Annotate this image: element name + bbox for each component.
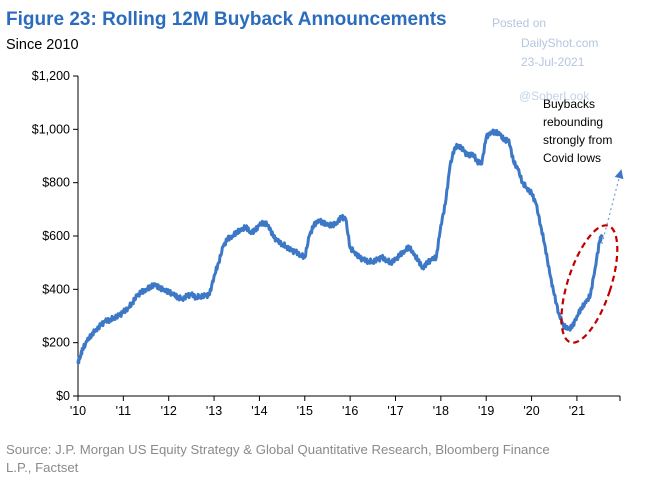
x-tick-label: '12 xyxy=(161,404,177,418)
y-tick-label: $1,200 xyxy=(32,69,70,83)
callout-line-4: Covid lows xyxy=(543,151,601,165)
watermark-handle: @SoberLook xyxy=(519,89,590,103)
y-tick-label: $400 xyxy=(42,282,70,296)
x-tick-label: '21 xyxy=(569,404,585,418)
callout-line-3: strongly from xyxy=(543,133,612,147)
y-ticks: $0 $200 $400 $600 $800 $1,000 $1,200 xyxy=(32,69,78,403)
chart-title: Figure 23: Rolling 12M Buyback Announcem… xyxy=(6,9,447,30)
x-tick-label: '10 xyxy=(70,404,86,418)
y-tick-label: $1,000 xyxy=(32,122,70,136)
x-tick-label: '14 xyxy=(251,404,267,418)
y-tick-label: $0 xyxy=(56,389,70,403)
x-ticks: '10 '11 '12 '13 '14 '15 '16 '17 '18 '19 '20 '21 xyxy=(70,396,621,418)
y-tick-label: $800 xyxy=(42,176,70,190)
y-tick-label: $600 xyxy=(42,229,70,243)
x-tick-label: '13 xyxy=(206,404,222,418)
chart-subtitle: Since 2010 xyxy=(6,37,79,53)
highlight-ellipse xyxy=(560,224,619,344)
callout-line-2: rebounding xyxy=(543,115,603,129)
x-tick-label: '16 xyxy=(342,404,358,418)
source-line-1: Source: J.P. Morgan US Equity Strategy &… xyxy=(6,442,550,457)
watermark-site: DailyShot.com xyxy=(521,36,598,50)
x-tick-label: '20 xyxy=(523,404,539,418)
callout-line-1: Buybacks xyxy=(543,97,595,111)
callout-text: Buybacks rebounding strongly from Covid … xyxy=(543,97,612,165)
x-tick-label: '17 xyxy=(387,404,403,418)
source-line-2: L.P., Factset xyxy=(6,460,79,475)
x-tick-label: '15 xyxy=(297,404,313,418)
callout-arrowhead xyxy=(614,169,624,180)
watermark: Posted on DailyShot.com 23-Jul-2021 @Sob… xyxy=(492,16,598,103)
watermark-date: 23-Jul-2021 xyxy=(521,55,585,69)
x-tick-label: '18 xyxy=(433,404,449,418)
x-tick-label: '19 xyxy=(478,404,494,418)
series-line-buybacks xyxy=(76,128,604,365)
watermark-posted: Posted on xyxy=(492,16,546,30)
callout-arrow xyxy=(601,169,622,245)
y-tick-label: $200 xyxy=(42,336,70,350)
x-tick-label: '11 xyxy=(116,404,131,418)
